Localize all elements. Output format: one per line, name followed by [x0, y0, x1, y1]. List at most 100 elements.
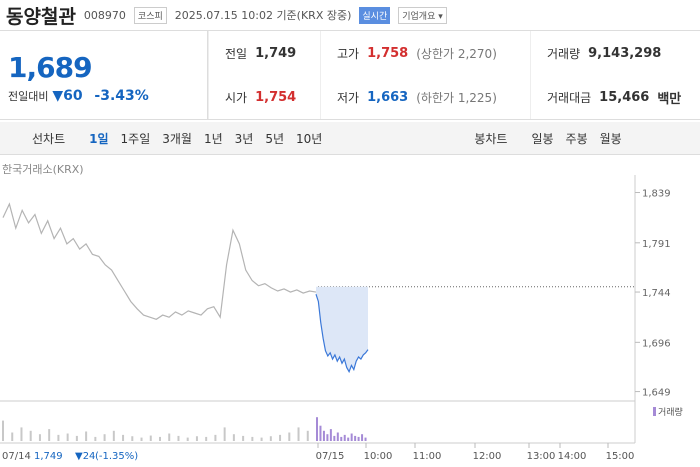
volume-bar [186, 437, 189, 441]
prev-day-close: 1,749 [34, 451, 63, 462]
volume-bar [297, 427, 300, 441]
x-tick-label: 07/15 [316, 451, 345, 462]
stat-label: 고가 [337, 46, 360, 61]
change-pct: -3.43% [94, 88, 149, 104]
stat-label: 시가 [225, 90, 248, 105]
y-tick-label: 1,696 [642, 338, 671, 349]
volume-bar [94, 436, 97, 441]
line-chart-label: 선차트 [32, 131, 66, 146]
volume-bar [103, 434, 106, 441]
volume-bar [232, 434, 235, 441]
volume-bar [336, 432, 339, 441]
volume-legend-swatch [653, 407, 656, 416]
volume-bar [57, 434, 60, 441]
volume-bar [319, 425, 322, 441]
market-badge: 코스피 [133, 6, 167, 24]
volume-bar [357, 436, 360, 441]
stat-cell: 거래량 9,143,298 [530, 31, 700, 75]
quote-panel: 1,689 전일대비 ▼60 -3.43% 전일 1,749 고가 1,758 (상한가… [0, 30, 700, 120]
x-tick-label: 13:00 [527, 451, 556, 462]
stat-label: 전일 [225, 46, 248, 61]
volume-bar [168, 433, 171, 441]
volume-legend: 거래량 [658, 406, 683, 418]
chart-source: 한국거래소(KRX) [2, 163, 84, 176]
period-tab[interactable]: 3년 [234, 131, 254, 146]
x-tick-label: 15:00 [606, 451, 635, 462]
prev-day-change-pct: (-1.35%) [95, 451, 138, 462]
stat-note: (하한가 1,225) [416, 90, 497, 105]
volume-bar [48, 429, 51, 441]
chart: 한국거래소(KRX) 1,839 1,791 1,744 1,696 1,649 거래량 0… [0, 163, 683, 462]
stat-value: 1,754 [255, 89, 297, 105]
volume-bar [322, 430, 325, 441]
y-tick-label: 1,649 [642, 388, 671, 399]
volume-bar [214, 434, 217, 441]
stat-note: (상한가 2,270) [416, 46, 497, 61]
volume-bar [306, 430, 309, 441]
volume-bar [340, 436, 343, 441]
volume-bar [343, 434, 346, 441]
stat-value: 1,663 [367, 89, 409, 105]
volume-bar [177, 435, 180, 441]
period-tab[interactable]: 1년 [203, 131, 223, 146]
stat-label: 거래량 [547, 46, 581, 61]
volume-bar [333, 435, 336, 441]
stock-code: 008970 [83, 8, 126, 22]
y-tick-label: 1,839 [642, 189, 671, 200]
prev-day-date: 07/14 [2, 451, 31, 462]
stock-name: 동양철관 [6, 5, 76, 28]
period-tab[interactable]: 1일 [89, 131, 109, 146]
volume-bar [131, 436, 134, 441]
company-info-dropdown[interactable]: 기업개요 ▾ [398, 6, 447, 24]
volume-bar [251, 436, 254, 441]
volume-bar [159, 436, 161, 441]
candle-chart-label: 봉차트 [474, 131, 508, 146]
stat-cell: 저가 1,663 (하한가 1,225) [320, 75, 530, 119]
stats: 전일 1,749 고가 1,758 (상한가 2,270) 거래량 9,143,298 시가 1… [208, 31, 700, 119]
stat-unit: 백만 [657, 91, 682, 107]
stat-cell: 시가 1,754 [208, 75, 320, 119]
period-tab[interactable]: 1주일 [120, 131, 151, 146]
candle-tab[interactable]: 월봉 [599, 131, 622, 146]
volume-bar [66, 433, 69, 441]
volume-bar [122, 434, 125, 441]
stat-cell: 고가 1,758 (상한가 2,270) [320, 31, 530, 75]
volume-bar [2, 420, 4, 441]
volume-bar [361, 434, 364, 441]
volume-bar [11, 432, 14, 441]
x-tick-label: 10:00 [364, 451, 393, 462]
volume-bar [75, 435, 78, 441]
x-tick-label: 12:00 [473, 451, 502, 462]
candle-tab[interactable]: 일봉 [531, 131, 554, 146]
price: 1,689 [8, 51, 93, 84]
volume-bar [29, 430, 32, 441]
stat-label: 저가 [337, 90, 360, 105]
candle-tabs: 일봉 주봉 월봉 [519, 130, 633, 147]
period-tab[interactable]: 10년 [296, 131, 323, 146]
x-tick-label: 11:00 [413, 451, 442, 462]
price-line [315, 293, 369, 374]
prev-day-change: ▼24 [75, 451, 95, 462]
stat-value: 1,749 [255, 45, 297, 61]
realtime-button[interactable]: 실시간 [359, 6, 391, 24]
volume-bar [85, 431, 88, 441]
stat-value: 15,466 [599, 89, 650, 105]
volume-bar [195, 436, 198, 441]
volume-bar [269, 436, 272, 441]
candle-tab[interactable]: 주봉 [565, 131, 588, 146]
line-tabs: 1일 1주일 3개월 1년 3년 5년 10년 [77, 130, 334, 147]
volume-bar [242, 435, 245, 441]
company-info-label[interactable]: 기업개요 [402, 11, 436, 22]
volume-bar [316, 417, 318, 441]
volume-bar [326, 434, 329, 441]
volume-bar [347, 437, 350, 441]
y-tick-label: 1,791 [642, 239, 671, 250]
tab-bar: 선차트 1일 1주일 3개월 1년 3년 5년 10년 봉차트 일봉 주봉 월봉 [0, 122, 700, 155]
period-tab[interactable]: 3개월 [162, 131, 192, 146]
volume-bar [38, 434, 41, 441]
stat-value: 1,758 [367, 45, 409, 61]
volume-bar [329, 429, 332, 441]
volume-bar [279, 434, 282, 441]
period-tab[interactable]: 5년 [265, 131, 285, 146]
